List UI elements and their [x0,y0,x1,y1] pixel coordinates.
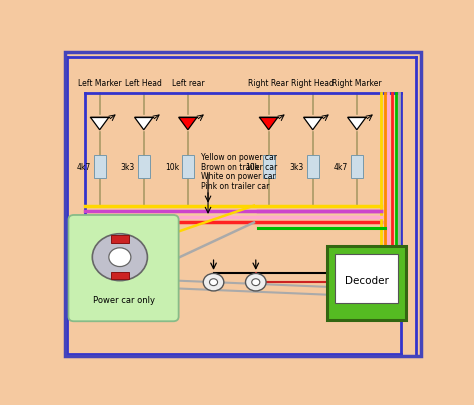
FancyBboxPatch shape [68,215,179,322]
Text: Left Marker: Left Marker [78,79,121,87]
FancyBboxPatch shape [94,156,106,178]
Circle shape [203,274,224,291]
Circle shape [92,234,147,281]
Polygon shape [91,118,109,130]
Polygon shape [135,118,153,130]
Text: 3k3: 3k3 [121,163,135,172]
Polygon shape [179,118,197,130]
Text: Decoder: Decoder [345,275,389,285]
Text: Right Rear: Right Rear [248,79,289,87]
Text: Left Head: Left Head [125,79,162,87]
FancyBboxPatch shape [328,247,406,320]
FancyBboxPatch shape [307,156,319,178]
Text: Right Head: Right Head [292,79,334,87]
Text: 10k: 10k [246,163,260,172]
Polygon shape [303,118,322,130]
Polygon shape [347,118,366,130]
Text: Left rear: Left rear [172,79,204,87]
FancyBboxPatch shape [110,236,129,243]
FancyBboxPatch shape [110,272,129,279]
Text: Power car only: Power car only [92,295,155,304]
FancyBboxPatch shape [182,156,194,178]
Text: White on power car
Pink on trailer car: White on power car Pink on trailer car [201,171,275,190]
Polygon shape [259,118,278,130]
Circle shape [252,279,260,286]
Text: 10k: 10k [165,163,179,172]
FancyBboxPatch shape [263,156,274,178]
Text: Right Marker: Right Marker [332,79,382,87]
FancyBboxPatch shape [351,156,363,178]
Circle shape [210,279,218,286]
FancyBboxPatch shape [336,254,398,303]
Circle shape [246,274,266,291]
FancyBboxPatch shape [138,156,150,178]
Text: 3k3: 3k3 [290,163,304,172]
Text: 4k7: 4k7 [334,163,348,172]
Text: 4k7: 4k7 [77,163,91,172]
Text: Yellow on power car
Brown on trailer car: Yellow on power car Brown on trailer car [201,152,277,172]
Circle shape [109,248,131,267]
